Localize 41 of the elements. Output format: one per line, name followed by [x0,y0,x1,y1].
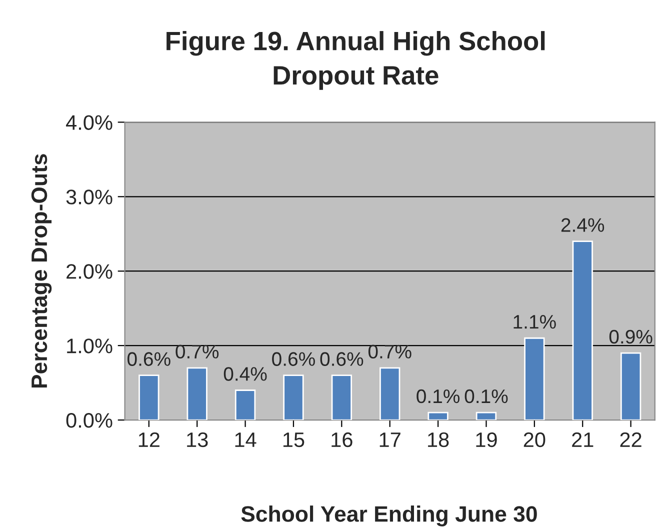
data-label: 0.4% [224,367,267,381]
bar [283,374,304,420]
x-tick-label: 22 [620,432,642,447]
x-tick-label: 16 [332,432,352,448]
x-tick-label: 14 [235,432,256,447]
y-axis-title: Percentage Drop-Outs [31,154,52,388]
x-axis-title: School Year Ending June 30 [241,506,537,526]
data-label: 0.7% [368,344,412,359]
bar [524,337,545,420]
y-tick-label: 2.0% [66,264,112,279]
data-label: 0.1% [464,389,508,404]
y-tick-label: 0.0% [66,413,112,428]
bar [234,390,256,420]
data-label: 0.9% [609,330,652,344]
bar [428,412,448,420]
data-label: 0.7% [176,344,219,359]
bar [138,374,160,420]
bar [331,374,352,420]
bar [476,412,497,420]
bar [380,367,400,420]
data-label: 0.6% [320,352,364,366]
x-tick-label: 12 [138,432,160,447]
bar [620,352,642,420]
x-tick-label: 18 [428,432,449,448]
data-label: 1.1% [514,315,556,329]
chart-title: Figure 19. Annual High School Dropout Rate [166,31,545,90]
x-tick-label: 13 [187,432,208,448]
data-label: 0.1% [416,389,460,404]
x-tick-label: 19 [476,432,497,448]
x-tick-label: 15 [283,432,304,448]
bar [186,367,208,420]
y-tick-label: 3.0% [66,190,112,204]
y-tick-label: 4.0% [66,115,112,130]
data-label: 0.6% [272,352,315,366]
x-tick-label: 21 [572,432,594,447]
y-tick-label: 1.0% [67,338,112,354]
x-tick-label: 17 [380,432,400,447]
x-tick-label: 20 [524,432,546,448]
bar [572,240,593,420]
data-label: 0.6% [128,352,170,366]
data-label: 2.4% [561,218,604,232]
